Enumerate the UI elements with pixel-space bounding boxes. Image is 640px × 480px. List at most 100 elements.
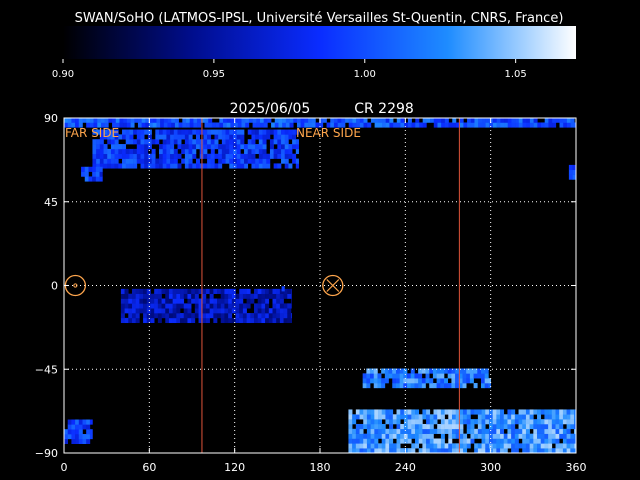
heatmap-cell [163,118,168,123]
heatmap-cell [242,308,247,314]
heatmap-cell [228,303,233,309]
heatmap-cell [374,448,379,453]
heatmap-cell [322,118,327,123]
heatmap-cell [99,139,104,145]
heatmap-cell [374,438,379,444]
heatmap-cell [131,317,136,324]
heatmap-cell [374,433,379,439]
heatmap-cell [551,414,556,420]
heatmap-cell [507,122,512,128]
heatmap-cell [290,303,292,309]
heatmap-cell [184,144,189,150]
heatmap-cell [166,129,171,135]
heatmap-cell [444,428,449,434]
heatmap-cell [385,122,390,128]
heatmap-cell [236,139,241,145]
heatmap-cell [451,409,456,415]
heatmap-cell [507,423,512,430]
heatmap-cell [484,368,489,374]
heatmap-cell [133,158,138,164]
heatmap-cell [202,313,207,319]
heatmap-cell [293,118,298,123]
heatmap-cell [246,288,251,294]
heatmap-cell [570,419,575,425]
heatmap-cell [474,419,479,425]
heatmap-cell [287,288,292,294]
heatmap-cell [231,298,236,304]
heatmap-cell [503,438,508,444]
heatmap-cell [444,423,449,430]
heatmap-cell [281,134,286,140]
heatmap-cell [433,409,438,415]
heatmap-cell [272,303,277,309]
heatmap-cell [473,383,478,389]
heatmap-cell [396,433,401,439]
heatmap-cell [389,443,394,449]
heatmap-cell [192,148,197,155]
heatmap-cell [288,148,293,155]
heatmap-cell [370,438,375,444]
heatmap-cell [99,171,103,177]
heatmap-cell [522,423,527,430]
heatmap-cell [218,163,223,169]
heatmap-cell [276,298,281,304]
heatmap-cell [225,129,230,135]
heatmap-cell [392,419,397,425]
heatmap-cell [172,308,177,314]
heatmap-cell [477,448,482,453]
heatmap-cell [574,433,576,439]
heatmap-cell [481,409,486,415]
heatmap-cell [225,134,230,140]
heatmap-cell [279,288,284,294]
heatmap-cell [75,438,80,444]
heatmap-cell [511,122,516,128]
heatmap-cell [220,317,225,324]
heatmap-cell [356,118,361,123]
heatmap-cell [172,288,177,294]
heatmap-cell [183,317,188,324]
heatmap-cell [447,373,452,379]
heatmap-cell [511,433,516,439]
heatmap-cell [170,129,175,135]
heatmap-cell [218,129,223,135]
heatmap-cell [455,373,460,379]
heatmap-cell [429,428,434,434]
heatmap-cell [173,134,178,140]
heatmap-cell [136,153,141,159]
heatmap-cell [284,163,289,169]
heatmap-cell [284,153,289,159]
heatmap-cell [168,317,173,324]
heatmap-cell [133,148,138,155]
heatmap-cell [548,433,553,439]
heatmap-cell [389,122,394,128]
heatmap-cell [333,122,338,128]
heatmap-cell [504,118,509,123]
heatmap-cell [503,433,508,439]
heatmap-cell [448,433,453,439]
heatmap-cell [444,419,449,425]
heatmap-cell [418,438,423,444]
heatmap-cell [459,433,464,439]
heatmap-cell [381,438,386,444]
heatmap-cell [462,373,467,379]
heatmap-cell [176,313,181,319]
heatmap-cell [418,122,423,128]
heatmap-cell [228,288,233,294]
heatmap-cell [529,438,534,444]
heatmap-cell [195,139,200,145]
heatmap-cell [194,298,199,304]
heatmap-cell [205,303,210,309]
heatmap-cell [110,148,115,155]
heatmap-cell [228,293,233,299]
heatmap-cell [436,373,441,379]
heatmap-cell [552,118,557,123]
heatmap-cell [537,122,542,128]
heatmap-cell [191,288,196,294]
heatmap-cell [262,134,267,140]
heatmap-cell [257,298,262,304]
heatmap-cell [466,438,471,444]
heatmap-cell [135,308,140,314]
heatmap-cell [144,148,149,155]
heatmap-cell [290,313,292,319]
heatmap-cell [522,443,527,449]
